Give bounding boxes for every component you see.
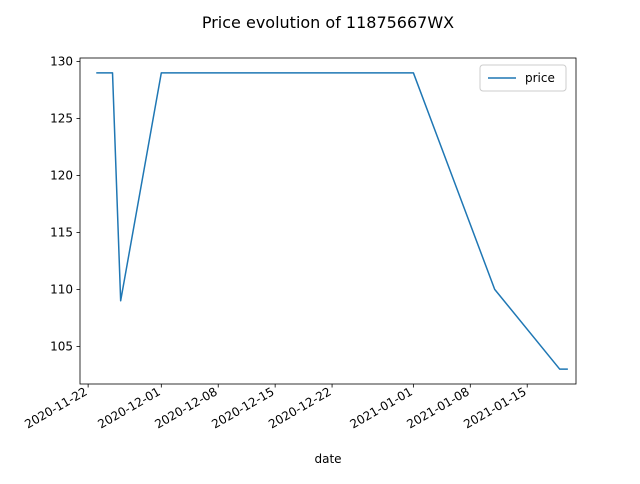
x-tick-label: 2020-11-22 — [22, 384, 89, 431]
y-tick-label: 125 — [50, 111, 73, 125]
x-tick-label: 2020-12-15 — [209, 384, 276, 431]
legend-box — [479, 64, 567, 92]
plot-area — [96, 72, 568, 370]
x-tick-label: 2021-01-15 — [461, 384, 528, 431]
x-tick-label: 2020-12-22 — [266, 384, 333, 431]
y-tick-label: 110 — [50, 282, 73, 296]
y-tick-label: 120 — [50, 168, 73, 182]
x-tick-label: 2020-12-08 — [152, 384, 219, 431]
x-tick-label: 2021-01-01 — [347, 384, 414, 431]
y-tick-label: 105 — [50, 339, 73, 353]
axes-frame — [79, 57, 577, 385]
series-line-price — [96, 72, 568, 370]
x-tick-label: 2021-01-08 — [404, 384, 471, 431]
chart-title: Price evolution of 11875667WX — [202, 13, 454, 32]
y-tick-label: 130 — [50, 54, 73, 68]
x-tick-label: 2020-12-01 — [95, 384, 162, 431]
legend: price — [479, 64, 567, 92]
legend-label: price — [525, 71, 555, 85]
x-axis-label: date — [314, 452, 341, 466]
y-tick-label: 115 — [50, 225, 73, 239]
